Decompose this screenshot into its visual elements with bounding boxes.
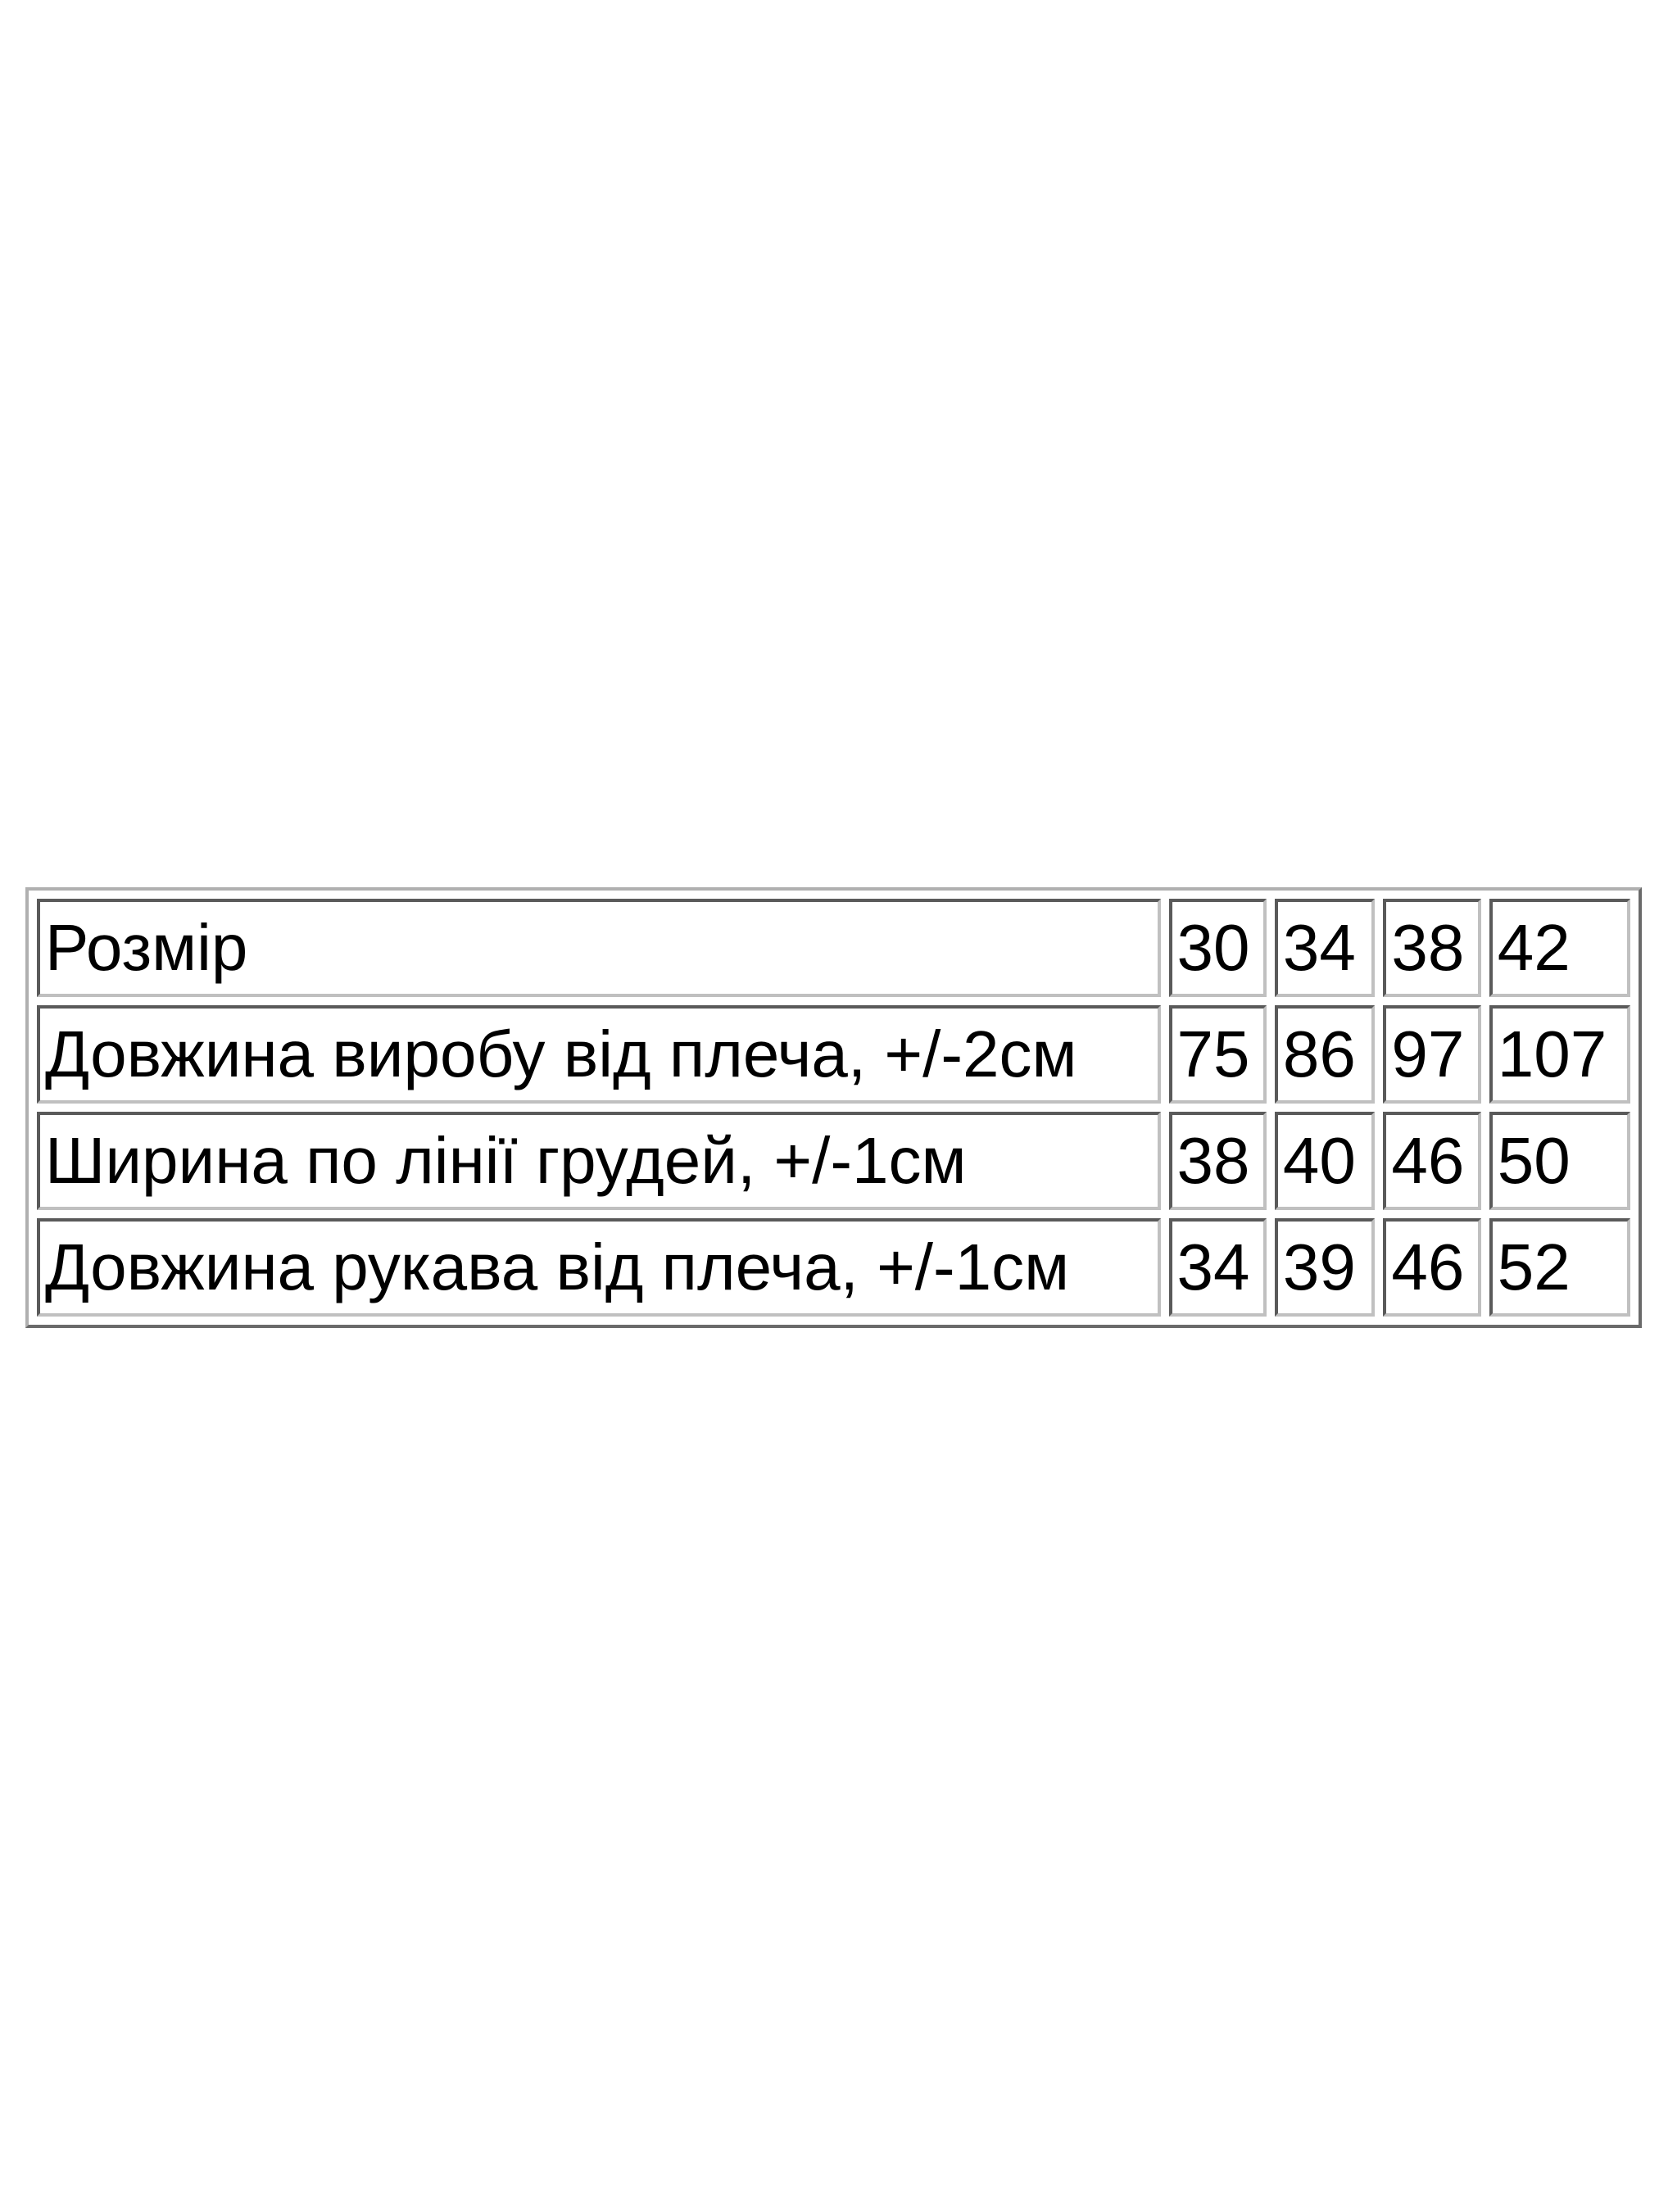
header-row: Розмір 30 34 38 42 (37, 899, 1630, 997)
measurement-cell: 86 (1274, 1005, 1376, 1104)
row-label: Довжина рукава від плеча, +/-1см (37, 1218, 1161, 1317)
row-label: Довжина виробу від плеча, +/-2см (37, 1005, 1161, 1104)
measurement-cell: 50 (1489, 1112, 1630, 1210)
size-chart-table: Розмір 30 34 38 42 Довжина виробу від плеча, … (25, 887, 1642, 1328)
measurement-cell: 40 (1274, 1112, 1376, 1210)
measurement-cell: 52 (1489, 1218, 1630, 1317)
measurement-cell: 97 (1383, 1005, 1481, 1104)
size-header-cell: 30 (1168, 899, 1267, 997)
table-row: Довжина рукава від плеча, +/-1см 34 39 46 52 (37, 1218, 1630, 1317)
size-header-cell: 34 (1274, 899, 1376, 997)
row-label: Розмір (37, 899, 1161, 997)
size-header-cell: 42 (1489, 899, 1630, 997)
measurement-cell: 46 (1383, 1112, 1481, 1210)
measurement-cell: 39 (1274, 1218, 1376, 1317)
measurement-cell: 75 (1168, 1005, 1267, 1104)
table-row: Довжина виробу від плеча, +/-2см 75 86 97 10… (37, 1005, 1630, 1104)
size-header-cell: 38 (1383, 899, 1481, 997)
measurement-cell: 107 (1489, 1005, 1630, 1104)
measurement-cell: 34 (1168, 1218, 1267, 1317)
table-row: Ширина по лінії грудей, +/-1см 38 40 46 50 (37, 1112, 1630, 1210)
row-label: Ширина по лінії грудей, +/-1см (37, 1112, 1161, 1210)
measurement-cell: 38 (1168, 1112, 1267, 1210)
measurement-cell: 46 (1383, 1218, 1481, 1317)
